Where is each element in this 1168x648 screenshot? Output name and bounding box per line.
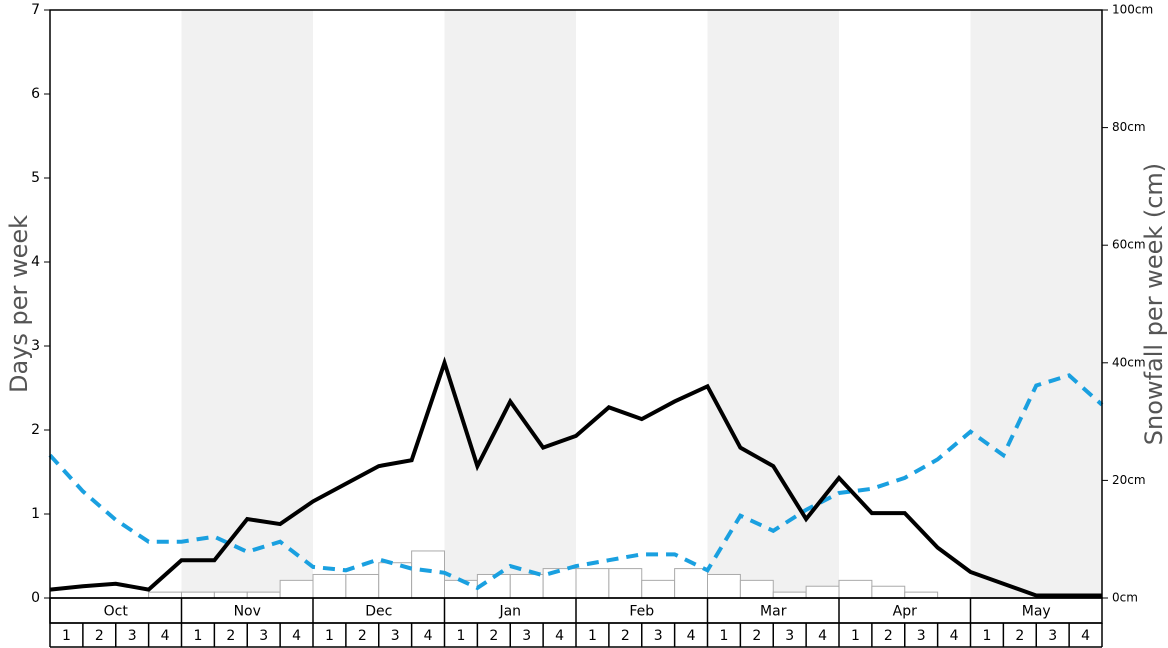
- week-label: 2: [358, 628, 367, 644]
- week-label: 3: [391, 628, 400, 644]
- y-tick-label: 6: [31, 86, 40, 102]
- week-label: 1: [982, 628, 991, 644]
- snowfall-bar: [739, 579, 774, 599]
- snowfall-bar: [772, 591, 807, 599]
- month-label: Jan: [498, 604, 521, 620]
- week-label: 4: [687, 628, 696, 644]
- month-band: [181, 10, 313, 598]
- dashed-line: [48, 373, 1104, 591]
- y2-tick-label: 100cm: [1112, 3, 1153, 17]
- week-label: 1: [62, 628, 71, 644]
- snowfall-bar: [608, 568, 643, 599]
- snowfall-bar: [312, 573, 347, 599]
- snowfall-bar: [575, 568, 610, 599]
- y-axis-title: Days per week: [5, 215, 33, 393]
- y-tick-label: 3: [31, 338, 40, 354]
- snowfall-bar: [148, 591, 182, 599]
- week-label: 1: [325, 628, 334, 644]
- week-label: 3: [522, 628, 531, 644]
- y-tick-label: 7: [31, 2, 40, 18]
- y-tick-label: 5: [31, 170, 40, 186]
- y2-tick-label: 80cm: [1112, 120, 1146, 134]
- week-label: 2: [489, 628, 498, 644]
- snowfall-bar: [279, 579, 314, 599]
- snowfall-bar: [542, 568, 577, 599]
- month-label: Apr: [893, 604, 917, 620]
- month-label: Mar: [760, 604, 787, 620]
- week-label: 4: [1081, 628, 1090, 644]
- y2-tick-label: 60cm: [1112, 238, 1146, 252]
- y-tick-label: 2: [31, 422, 40, 438]
- y-tick-label: 0: [31, 590, 40, 606]
- week-label: 2: [621, 628, 630, 644]
- y2-tick-label: 40cm: [1112, 355, 1146, 369]
- snowfall-bar: [509, 573, 544, 599]
- week-label: 4: [950, 628, 959, 644]
- month-bands: [181, 10, 1102, 598]
- snowfall-bar: [871, 585, 906, 599]
- week-label: 3: [785, 628, 794, 644]
- snowfall-bar: [213, 591, 248, 599]
- week-label: 1: [851, 628, 860, 644]
- week-label: 1: [719, 628, 728, 644]
- week-label: 1: [193, 628, 202, 644]
- month-band: [970, 10, 1102, 598]
- solid-line: [49, 356, 1102, 598]
- snowfall-bar: [345, 573, 380, 599]
- month-label: May: [1022, 604, 1051, 620]
- week-label: 1: [588, 628, 597, 644]
- week-label: 4: [818, 628, 827, 644]
- snowfall-bar: [805, 585, 840, 599]
- week-label: 3: [654, 628, 663, 644]
- week-label: 3: [128, 628, 137, 644]
- week-label: 4: [555, 628, 564, 644]
- week-label: 4: [292, 628, 301, 644]
- month-band: [707, 10, 839, 598]
- month-label: Dec: [365, 604, 392, 620]
- week-label: 2: [884, 628, 893, 644]
- week-label: 3: [259, 628, 268, 644]
- y-tick-label: 1: [31, 506, 40, 522]
- snowfall-bar: [838, 579, 873, 599]
- week-label: 4: [424, 628, 433, 644]
- month-label: Feb: [629, 604, 654, 620]
- week-label: 1: [456, 628, 465, 644]
- snowfall-bar: [674, 568, 708, 599]
- week-label: 2: [226, 628, 235, 644]
- week-label: 2: [95, 628, 104, 644]
- snowfall-bar: [707, 573, 741, 599]
- snowfall-bar: [641, 579, 676, 599]
- snowfall-bar: [444, 579, 478, 599]
- week-label: 3: [1048, 628, 1057, 644]
- week-label: 2: [752, 628, 761, 644]
- y2-tick-label: 20cm: [1112, 473, 1146, 487]
- y2-axis-title: Snowfall per week (cm): [1140, 163, 1168, 445]
- month-band: [444, 10, 576, 598]
- week-label: 3: [917, 628, 926, 644]
- snowfall-bar: [411, 550, 445, 599]
- y-tick-label: 4: [31, 254, 40, 270]
- month-label: Oct: [104, 604, 129, 620]
- week-label: 2: [1015, 628, 1024, 644]
- y2-tick-label: 0cm: [1112, 591, 1138, 605]
- week-label: 4: [161, 628, 170, 644]
- snowfall-bar: [904, 591, 939, 599]
- snowfall-bar: [246, 591, 281, 599]
- month-label: Nov: [234, 604, 261, 620]
- snowfall-bar: [181, 591, 215, 599]
